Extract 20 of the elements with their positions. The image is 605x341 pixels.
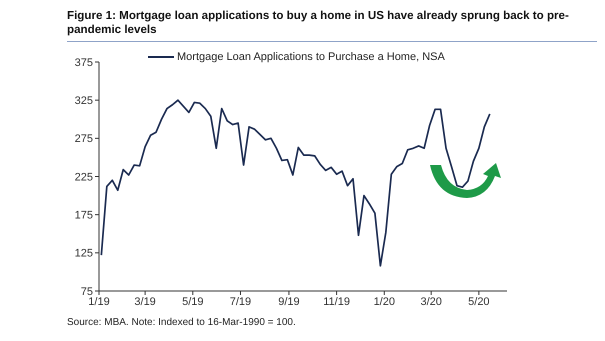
x-tick-label: 9/19 <box>278 296 300 308</box>
y-tick-label: 125 <box>74 248 93 260</box>
chart-title: Figure 1: Mortgage loan applications to buy a home in US have already sprung back to pre-pandemic levels <box>67 9 597 42</box>
y-tick-label: 225 <box>74 171 93 184</box>
legend-label: Mortgage Loan Applications to Purchase a Home, NSA <box>176 51 445 63</box>
x-tick-label: 1/20 <box>374 296 395 308</box>
line-series <box>100 99 491 267</box>
y-tick-label: 275 <box>74 133 93 146</box>
source-note: Source: MBA. Note: Indexed to 16-Mar-1990 = 100. <box>67 317 296 328</box>
x-tick-label: 1/19 <box>88 296 110 308</box>
x-tick-label: 7/19 <box>230 296 252 308</box>
y-tick-label: 375 <box>74 56 93 69</box>
x-tick-label: 11/19 <box>323 296 350 308</box>
y-tick-label: 175 <box>74 210 93 222</box>
x-tick-label: 3/19 <box>134 296 156 308</box>
x-tick-label: 3/20 <box>420 296 442 308</box>
y-tick-label: 325 <box>74 95 93 108</box>
y-tick-label: 75 <box>80 286 93 298</box>
x-tick-label: 5/19 <box>182 296 204 308</box>
x-tick-label: 5/20 <box>468 296 490 308</box>
